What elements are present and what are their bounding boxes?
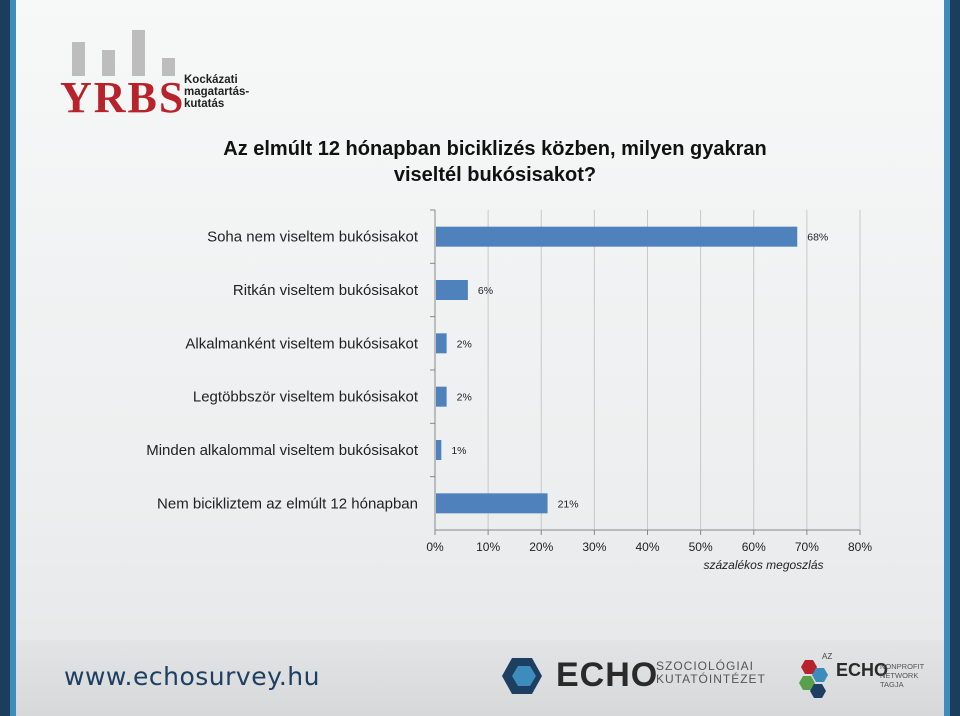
- category-label: Ritkán viseltem bukósisakot: [233, 282, 419, 299]
- data-label: 21%: [558, 498, 579, 510]
- yrbs-logo: YRBS Kockázati magatartás- kutatás: [60, 28, 270, 122]
- chart-title-line: Az elmúlt 12 hónapban biciklizés közben,…: [223, 138, 767, 160]
- x-tick-label: 30%: [582, 540, 606, 554]
- logo-sub-line: magatartás-: [184, 86, 250, 98]
- category-label: Soha nem viseltem bukósisakot: [207, 229, 419, 246]
- bar: [436, 386, 447, 407]
- data-label: 2%: [457, 392, 472, 404]
- bar: [436, 333, 447, 354]
- data-label: 68%: [807, 232, 828, 244]
- network-sub-line: TAGJA: [880, 680, 904, 689]
- network-sub-line: NONPROFIT: [880, 662, 925, 671]
- network-hexagons-icon: [799, 660, 828, 698]
- echo-sub-line: KUTATÓINTÉZET: [656, 672, 766, 686]
- category-label: Minden alkalommal viseltem bukósisakot: [146, 442, 419, 459]
- logo-text: YRBS: [60, 73, 186, 122]
- x-axis-title: százalékos megoszlás: [703, 558, 823, 572]
- logo-bars-icon: [72, 30, 175, 76]
- bar: [436, 440, 442, 460]
- category-label: Alkalmanként viseltem bukósisakot: [185, 335, 418, 352]
- chart-title-line: viseltél bukósisakot?: [393, 164, 597, 186]
- x-tick-label: 0%: [426, 540, 444, 554]
- echo-logo-text: ECHO: [556, 656, 659, 694]
- echo-hexagon-icon: [502, 658, 542, 694]
- network-subtitle: NONPROFIT NETWORK TAGJA: [880, 662, 924, 689]
- x-tick-label: 40%: [635, 540, 659, 554]
- x-tick-label: 70%: [795, 540, 819, 554]
- logo-subtitle: Kockázati magatartás- kutatás: [184, 74, 249, 110]
- left-border-accent: [10, 0, 16, 716]
- echo-sub-line: SZOCIOLÓGIAI: [656, 659, 755, 673]
- data-label: 1%: [451, 445, 466, 457]
- bar: [436, 280, 468, 300]
- network-prefix: AZ: [822, 652, 833, 661]
- x-tick-label: 50%: [689, 540, 713, 554]
- website-link[interactable]: www.echosurvey.hu: [64, 662, 320, 691]
- bar-chart: 0% 10% 20% 30% 40% 50% 60% 70% 80% Soha nem visel…: [146, 209, 872, 572]
- logo-sub-line: Kockázati: [184, 74, 238, 86]
- x-tick-label: 20%: [529, 540, 553, 554]
- bar: [436, 493, 548, 514]
- data-label: 2%: [457, 338, 472, 350]
- logo-sub-line: kutatás: [184, 98, 225, 110]
- x-tick-label: 80%: [848, 540, 872, 554]
- echo-logo-subtitle: SZOCIOLÓGIAI KUTATÓINTÉZET: [656, 660, 766, 686]
- category-label: Legtöbbször viseltem bukósisakot: [193, 389, 419, 406]
- x-tick-label: 60%: [742, 540, 766, 554]
- right-border-accent: [944, 0, 950, 716]
- data-label: 6%: [478, 285, 493, 297]
- chart-title: Az elmúlt 12 hónapban biciklizés közben,…: [160, 136, 830, 188]
- footer: www.echosurvey.hu ECHO SZOCIOLÓGIAI KUTA…: [16, 640, 944, 716]
- bar: [436, 226, 798, 247]
- network-sub-line: NETWORK: [880, 671, 919, 680]
- x-tick-label: 10%: [476, 540, 500, 554]
- network-logo-text: ECHO: [836, 660, 889, 680]
- category-label: Nem bicikliztem az elmúlt 12 hónapban: [157, 495, 418, 512]
